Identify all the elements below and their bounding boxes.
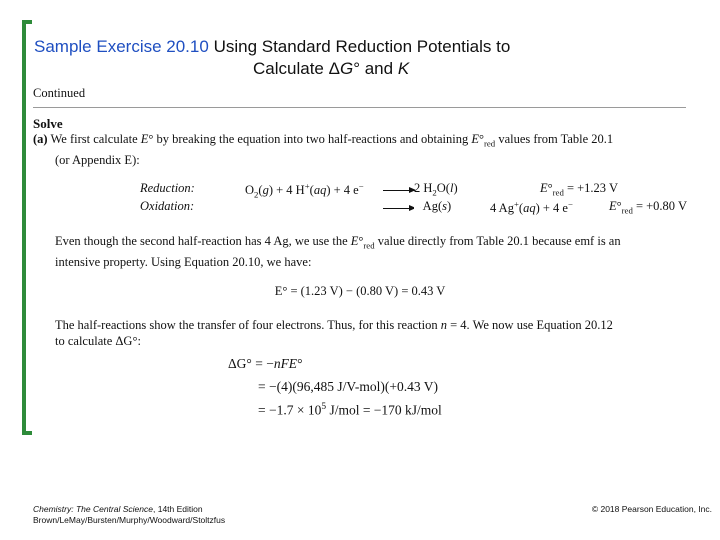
part-a-text2: ° by breaking the equation into two half… — [148, 132, 472, 146]
oxidation-potential: E°red = +0.80 V — [609, 199, 687, 216]
part-a-e2: E — [471, 132, 479, 146]
title-number: Sample Exercise 20.10 — [34, 37, 209, 56]
para3-dg: ΔG° — [115, 334, 138, 348]
paragraph-2: Even though the second half-reaction has… — [55, 233, 695, 270]
title-delta: Δ — [328, 59, 340, 78]
part-a-red: red — [484, 138, 496, 149]
para3-line2-post: : — [137, 334, 141, 348]
para2-red: red — [363, 240, 375, 251]
divider — [33, 107, 686, 108]
part-a-text1: We first calculate — [47, 132, 141, 146]
delta-g-line3: = −1.7 × 105 J/mol = −170 kJ/mol — [258, 402, 442, 418]
title-text-line2: Calculate — [253, 59, 329, 78]
para3-line2-pre: to calculate — [55, 334, 116, 348]
para2-text2: value directly from Table 20.1 because e… — [374, 234, 621, 248]
footer-edition: , 14th Edition — [153, 504, 203, 514]
solve-heading: Solve — [33, 116, 63, 131]
part-a-e: E — [140, 132, 149, 146]
oxidation-label: Oxidation: — [140, 199, 195, 213]
para3-text2: = 4. We now use Equation 20.12 — [447, 318, 613, 332]
para2-line2: intensive property. Using Equation 20.10… — [55, 254, 312, 269]
reduction-right: 2 H2O(l) — [414, 181, 458, 198]
para2-e: E — [350, 234, 359, 248]
part-a-line2: (or Appendix E): — [55, 152, 140, 167]
para3-text1: The half-reactions show the transfer of … — [55, 318, 441, 332]
oxidation-left: 4 Ag+(aq) + 4 e− — [490, 199, 573, 216]
reduction-label: Reduction: — [140, 181, 195, 195]
footer-citation: Chemistry: The Central Science, 14th Edi… — [33, 504, 225, 526]
continued-label: Continued — [33, 86, 86, 100]
cell-potential-equation: E° = (1.23 V) − (0.80 V) = 0.43 V — [274, 284, 446, 298]
para2-text1: Even though the second half-reaction has… — [55, 234, 351, 248]
reduction-potential: E°red = +1.23 V — [540, 181, 618, 198]
para2-deg: ° — [358, 234, 364, 248]
reduction-arrow — [383, 187, 416, 193]
slide-bracket — [22, 20, 32, 435]
title-text-line1: Using Standard Reduction Potentials to — [213, 37, 511, 56]
part-a-deg: ° — [479, 132, 484, 146]
arrow-overlap-mask — [414, 199, 420, 215]
title-k: K — [397, 59, 410, 78]
part-a-text3: values from Table 20.1 — [495, 132, 614, 146]
title-deg-and: ° and — [353, 59, 398, 78]
part-a-paragraph: (a) We first calculate E° by breaking th… — [33, 131, 693, 168]
title-g: G — [339, 59, 354, 78]
reduction-left: O2(g) + 4 H+(aq) + 4 e− — [245, 181, 364, 200]
paragraph-3: The half-reactions show the transfer of … — [55, 317, 695, 349]
para3-n: n — [440, 318, 447, 332]
footer-copyright: © 2018 Pearson Education, Inc. — [591, 504, 712, 514]
part-a-label: (a) — [33, 132, 48, 146]
footer-book-title: Chemistry: The Central Science — [33, 504, 153, 514]
delta-g-line1: ΔG° = −nFE° — [228, 356, 303, 371]
oxidation-right: 4 Ag(s) — [414, 199, 452, 213]
footer-authors: Brown/LeMay/Bursten/Murphy/Woodward/Stol… — [33, 515, 226, 525]
oxidation-arrow — [383, 205, 416, 211]
delta-g-line2: = −(4)(96,485 J/V-mol)(+0.43 V) — [258, 379, 438, 394]
slide-title: Sample Exercise 20.10 Using Standard Red… — [34, 36, 694, 80]
